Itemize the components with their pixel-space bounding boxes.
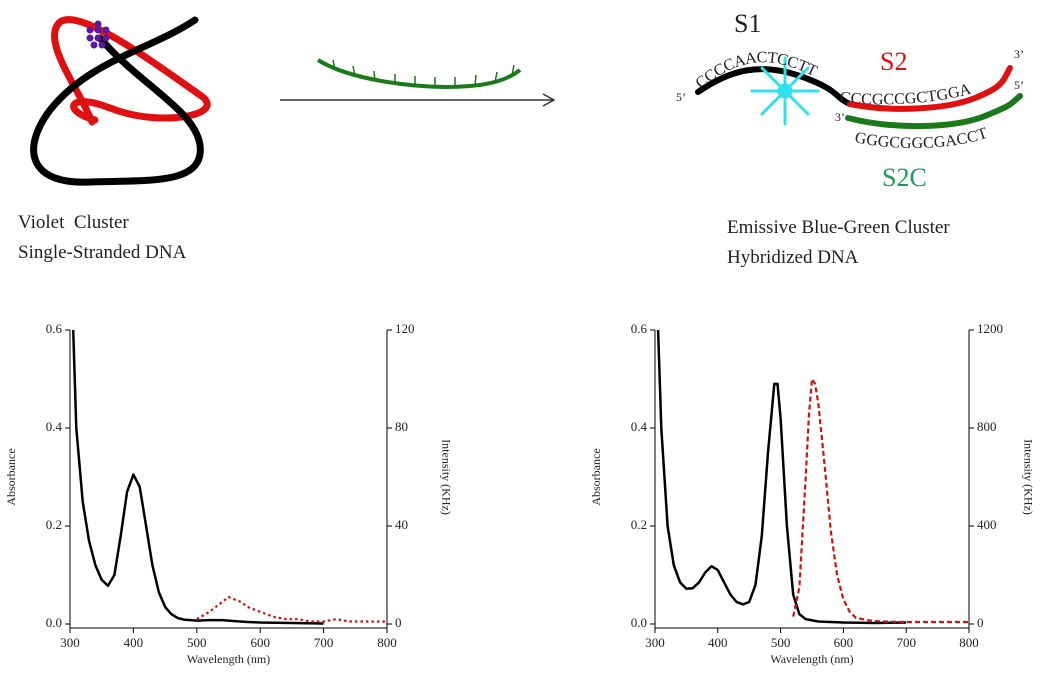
reaction-arrow [280,58,556,107]
hybrid-drawing [695,56,1023,129]
x-axis-title: Wavelength (nm) [770,652,853,666]
caption: Single-Stranded DNA [18,242,187,263]
strand-label: S2 [880,47,907,76]
y-tick-label: 0.6 [46,321,63,336]
y2-tick-label: 80 [395,419,408,434]
caption: Violet Cluster [18,212,129,233]
x-tick-label: 500 [187,635,207,650]
y2-tick-label: 120 [395,321,415,336]
y-tick-label: 0.2 [631,517,647,532]
violet-cluster [86,20,110,49]
y2-tick-label: 40 [395,517,408,532]
x-tick-label: 300 [60,635,80,650]
end-label: 3’ [1014,47,1024,61]
series-line [656,329,907,625]
y-tick-label: 0.0 [46,615,62,630]
x-tick-label: 700 [314,635,334,650]
end-label: 5’ [676,90,686,104]
x-tick-label: 800 [377,635,397,650]
y2-tick-label: 800 [977,419,997,434]
y-tick-label: 0.4 [631,419,648,434]
end-label: 5’ [1014,78,1024,92]
x-tick-label: 600 [834,635,854,650]
x-tick-label: 500 [771,635,791,650]
y-tick-label: 0.4 [46,419,63,434]
x-tick-label: 700 [896,635,916,650]
x-tick-label: 400 [708,635,728,650]
series-line [792,377,969,624]
end-label: 3’ [835,110,845,124]
y2-tick-label: 0 [977,615,984,630]
y2-tick-label: 0 [395,615,402,630]
y2-tick-label: 400 [977,517,997,532]
y-axis-title: Absorbance [589,448,603,505]
ssdna-drawing [30,16,211,186]
y2-tick-label: 1200 [977,321,1003,336]
x-tick-label: 400 [124,635,144,650]
blue-green-cluster [750,56,820,126]
y2-axis-title: Intensity (KHz) [1021,439,1035,515]
x-tick-label: 300 [645,635,665,650]
y2-axis-title: Intensity (KHz) [439,439,453,515]
y-axis-title: Absorbance [4,448,18,505]
caption: Hybridized DNA [727,247,859,268]
caption: Emissive Blue-Green Cluster [727,217,950,238]
strand-label: S2C [882,163,927,192]
x-tick-label: 600 [250,635,270,650]
series-line [196,595,387,623]
x-tick-label: 800 [959,635,979,650]
x-axis-title: Wavelength (nm) [187,652,270,666]
y-tick-label: 0.6 [631,321,648,336]
y-tick-label: 0.2 [46,517,62,532]
series-line [71,329,324,625]
strand-label: S1 [734,9,761,38]
y-tick-label: 0.0 [631,615,647,630]
